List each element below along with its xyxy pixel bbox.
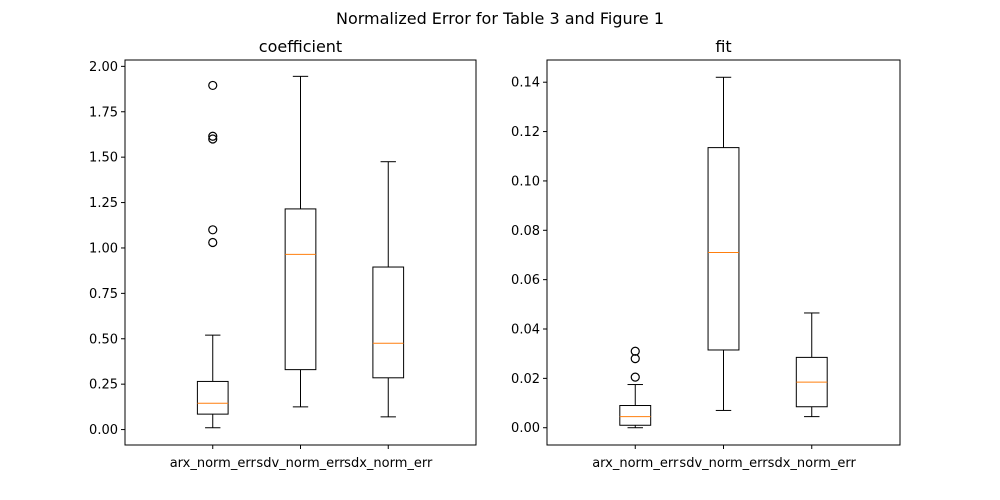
box-iqr bbox=[196, 380, 229, 415]
box-sdx_norm_err bbox=[372, 161, 405, 418]
box-iqr bbox=[372, 266, 405, 379]
box-sdx_norm_err bbox=[795, 312, 828, 418]
y-tick-label: 0.10 bbox=[511, 174, 540, 189]
outlier-point bbox=[630, 372, 640, 382]
box-sdv_norm_err bbox=[707, 76, 740, 411]
y-tick-label: 0.00 bbox=[511, 421, 540, 436]
y-tick-label: 0.06 bbox=[511, 273, 540, 288]
axes-title: coefficient bbox=[259, 37, 342, 56]
y-tick-label: 0.12 bbox=[511, 125, 540, 140]
y-tick-label: 1.50 bbox=[89, 151, 118, 166]
x-tick-label: sdx_norm_err bbox=[344, 456, 433, 471]
y-tick-label: 0.14 bbox=[511, 76, 540, 91]
box-iqr bbox=[707, 147, 740, 351]
outlier-point bbox=[208, 80, 218, 91]
outlier-point bbox=[208, 134, 218, 144]
axes-title: fit bbox=[715, 37, 731, 56]
outlier-point bbox=[208, 237, 218, 248]
y-tick-label: 0.75 bbox=[89, 287, 118, 302]
y-tick-label: 0.04 bbox=[511, 323, 540, 338]
box-iqr bbox=[619, 405, 652, 426]
x-tick-label: sdx_norm_err bbox=[768, 456, 857, 471]
box-sdv_norm_err bbox=[284, 75, 317, 408]
y-tick-label: 1.75 bbox=[89, 105, 118, 120]
coefficient-panel: coefficient 0.00 0.25 0.50 0.75 1.00 1.25 1.50 1… bbox=[89, 37, 477, 471]
box-iqr bbox=[284, 208, 317, 371]
y-tick-label: 0.25 bbox=[89, 378, 118, 393]
x-tick-label: arx_norm_err bbox=[170, 456, 257, 471]
outlier-point bbox=[208, 131, 218, 141]
box-arx_norm_err bbox=[196, 80, 229, 429]
y-tick-label: 1.25 bbox=[89, 196, 118, 211]
y-tick-label: 0.08 bbox=[511, 224, 540, 239]
box-arx_norm_err bbox=[619, 346, 652, 429]
y-tick-label: 0.00 bbox=[89, 423, 118, 438]
y-tick-label: 1.00 bbox=[89, 241, 118, 256]
outlier-point bbox=[630, 346, 640, 356]
x-tick-label: arx_norm_err bbox=[592, 456, 679, 471]
figure-suptitle: Normalized Error for Table 3 and Figure … bbox=[336, 9, 664, 28]
y-tick-label: 0.50 bbox=[89, 332, 118, 347]
y-tick-label: 2.00 bbox=[89, 60, 118, 75]
outlier-point bbox=[208, 225, 218, 235]
fit-panel: fit 0.00 0.02 0.04 0.06 0.08 0.10 0.12 0.14 arx_n… bbox=[511, 37, 901, 471]
x-tick-label: sdv_norm_err bbox=[256, 456, 345, 471]
y-tick-label: 0.02 bbox=[511, 372, 540, 387]
x-tick-label: sdv_norm_err bbox=[679, 456, 768, 471]
